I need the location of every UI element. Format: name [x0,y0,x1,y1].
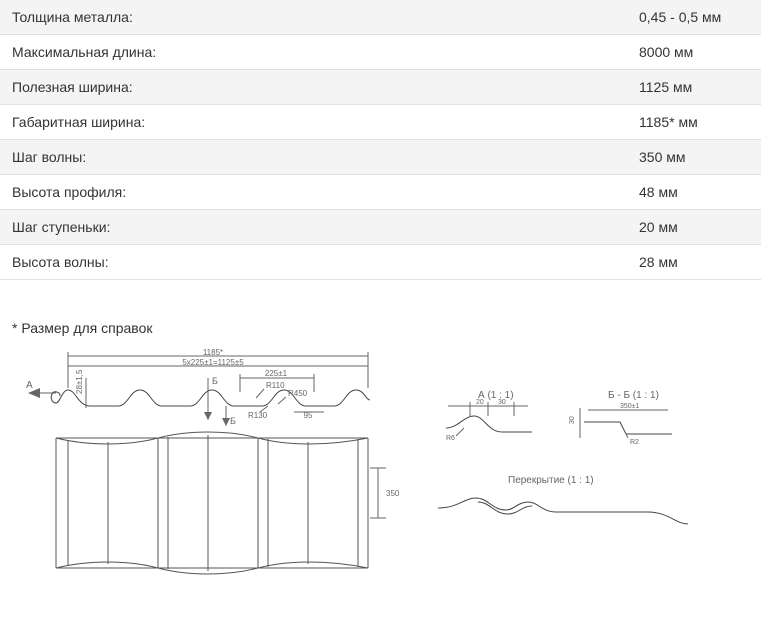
dim-1185: 1185* [203,348,223,357]
detail-b-title: Б - Б (1 : 1) [608,390,659,401]
detail-a-r6: R6 [446,435,455,442]
spec-label: Толщина металла: [12,9,639,25]
spec-label: Шаг ступеньки: [12,219,639,235]
spec-label: Габаритная ширина: [12,114,639,130]
marker-a: А [26,380,33,391]
r450: R450 [288,389,308,398]
footnote-text: * Размер для справок [12,320,761,336]
spec-label: Высота волны: [12,254,639,270]
detail-b-d1: 30 [569,416,576,424]
spec-row: Высота волны: 28 мм [0,245,761,280]
spec-value: 0,45 - 0,5 мм [639,9,749,25]
spec-row: Шаг ступеньки: 20 мм [0,210,761,245]
spec-value: 350 мм [639,149,749,165]
marker-b2: Б [230,416,236,426]
dim-225: 225±1 [265,369,288,378]
marker-b1: Б [212,376,218,386]
dim-28: 28±1,5 [75,369,84,394]
overlap-title: Перекрытие (1 : 1) [508,475,594,486]
detail-b-r2: R2 [630,439,639,446]
spec-label: Максимальная длина: [12,44,639,60]
spec-value: 1185* мм [639,114,749,130]
spec-table: Толщина металла: 0,45 - 0,5 мм Максималь… [0,0,761,280]
dim-350-plan: 350 [386,489,400,498]
spec-row: Полезная ширина: 1125 мм [0,70,761,105]
spec-row: Габаритная ширина: 1185* мм [0,105,761,140]
spec-label: Полезная ширина: [12,79,639,95]
spec-label: Шаг волны: [12,149,639,165]
spec-value: 48 мм [639,184,749,200]
spec-row: Шаг волны: 350 мм [0,140,761,175]
spec-value: 1125 мм [639,79,749,95]
spec-label: Высота профиля: [12,184,639,200]
spec-row: Толщина металла: 0,45 - 0,5 мм [0,0,761,35]
detail-a-d2: 30 [498,399,506,406]
technical-diagram: 1185* 5x225±1=1125±5 А 28±1,5 Б Б 225±1 … [8,348,761,588]
spec-value: 8000 мм [639,44,749,60]
spec-row: Высота профиля: 48 мм [0,175,761,210]
spec-value: 28 мм [639,254,749,270]
r110: R110 [266,381,285,390]
detail-a-d1: 20 [476,399,484,406]
detail-b-350: 350±1 [620,403,640,410]
r130: R130 [248,411,268,420]
dim-1125: 5x225±1=1125±5 [182,358,244,367]
spec-row: Максимальная длина: 8000 мм [0,35,761,70]
spec-value: 20 мм [639,219,749,235]
